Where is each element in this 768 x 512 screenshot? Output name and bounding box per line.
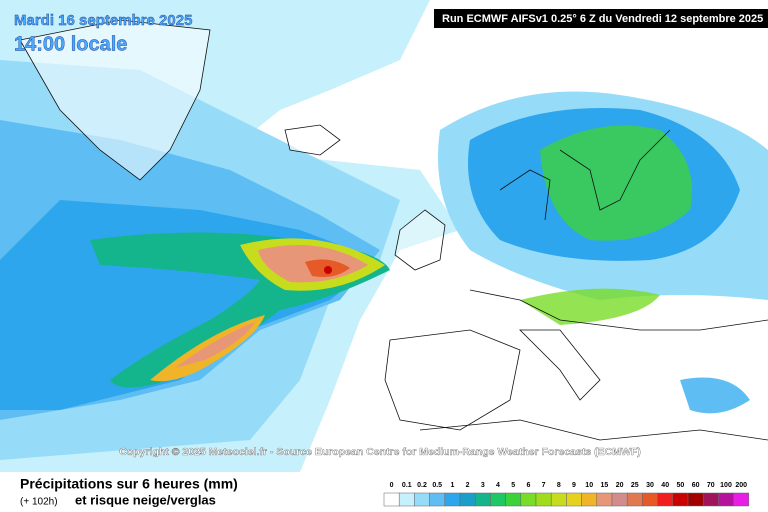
legend-swatch [566,492,582,507]
run-box [434,9,768,28]
legend-label: 6 [526,482,530,489]
legend-swatch [702,492,719,507]
legend-label: 200 [735,482,747,489]
legend-label: 8 [557,482,561,489]
copyright: Copyright © 2025 Meteociel.fr - Source E… [119,446,641,458]
legend-label: 1 [450,482,454,489]
coastlines [19,19,768,441]
footer-lead: (+ 102h) [20,497,58,508]
legend-swatch [414,492,430,507]
legend-label: 0.1 [402,482,412,489]
legend-label: 60 [692,482,700,489]
legend-swatch [687,492,704,507]
legend-label: 7 [542,482,546,489]
map: Mardi 16 septembre 2025 14:00 locale Run… [0,0,768,472]
legend-label: 10 [585,482,593,489]
legend-label: 0 [390,482,394,489]
footer-subtitle: et risque neige/verglas [75,492,216,507]
legend-label: 40 [661,482,669,489]
legend-swatch [672,492,689,507]
legend-label: 4 [496,482,500,489]
legend-label: 100 [720,482,732,489]
legend-swatch [459,492,476,507]
legend-swatch [611,492,628,507]
legend-swatch [581,492,598,507]
legend-label: 0.2 [417,482,427,489]
legend-label: 15 [601,482,609,489]
legend-swatch [383,492,400,507]
map-time: 14:00 locale [14,33,127,55]
legend-label: 70 [707,482,715,489]
legend-label: 2 [466,482,470,489]
legend-swatch [505,492,522,507]
legend-swatch [596,492,613,507]
legend-swatch [429,492,446,507]
legend-swatch [490,492,506,507]
legend-label: 0.5 [432,482,442,489]
legend-swatch [657,492,674,507]
legend: 0 0.1 0.2 0.5 1 2 3 4 5 6 7 8 9 10 15 20 25 30 40 50 60 70 100… [383,482,750,507]
precip-field [0,0,768,472]
legend-label: 5 [511,482,515,489]
footer: Précipitations sur 6 heures (mm) (+ 102h… [20,476,750,508]
legend-label: 50 [677,482,685,489]
map-date: Mardi 16 septembre 2025 [14,12,192,29]
legend-swatch [474,492,491,507]
legend-label: 9 [572,482,576,489]
legend-swatch [444,492,461,507]
legend-label: 3 [481,482,485,489]
legend-swatch [642,492,658,507]
legend-swatch [398,492,415,507]
legend-swatch [718,492,734,507]
legend-swatch [626,492,643,507]
legend-label: 20 [616,482,624,489]
legend-label: 30 [646,482,654,489]
legend-swatch [733,492,750,507]
legend-swatch [550,492,567,507]
legend-swatch [520,492,537,507]
run-info: Run ECMWF AIFSv1 0.25° 6 Z du Vendredi 1… [442,13,763,25]
legend-swatch [535,492,552,507]
legend-label: 25 [631,482,639,489]
footer-title: Précipitations sur 6 heures (mm) [20,476,238,492]
